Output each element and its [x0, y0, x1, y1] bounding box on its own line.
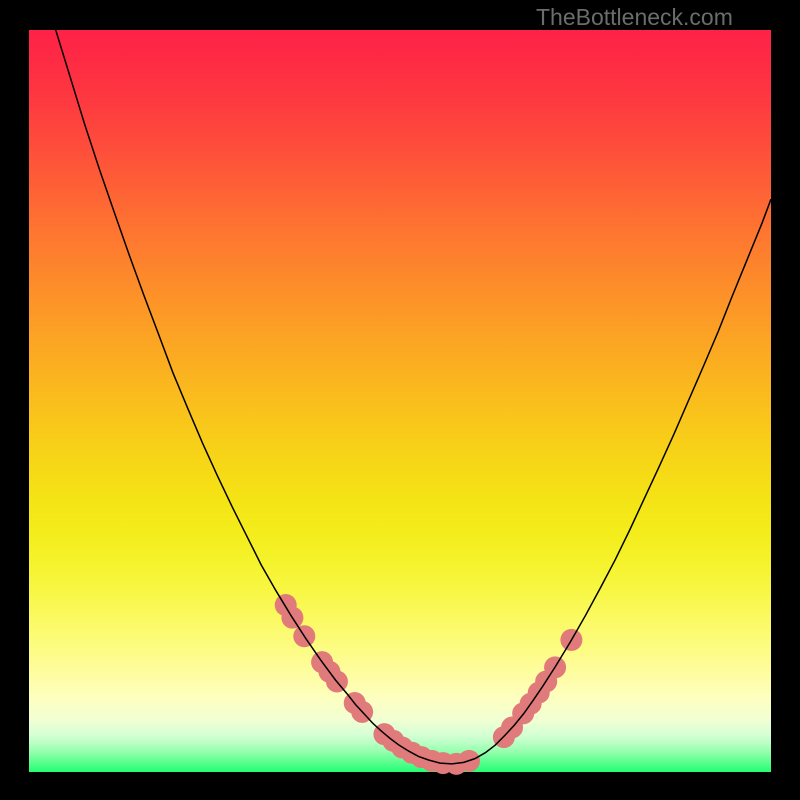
data-markers: [275, 594, 583, 775]
bottleneck-curve: [56, 30, 771, 764]
plot-area: [29, 30, 771, 772]
watermark-text: TheBottleneck.com: [536, 4, 733, 31]
curve-layer: [29, 30, 771, 772]
